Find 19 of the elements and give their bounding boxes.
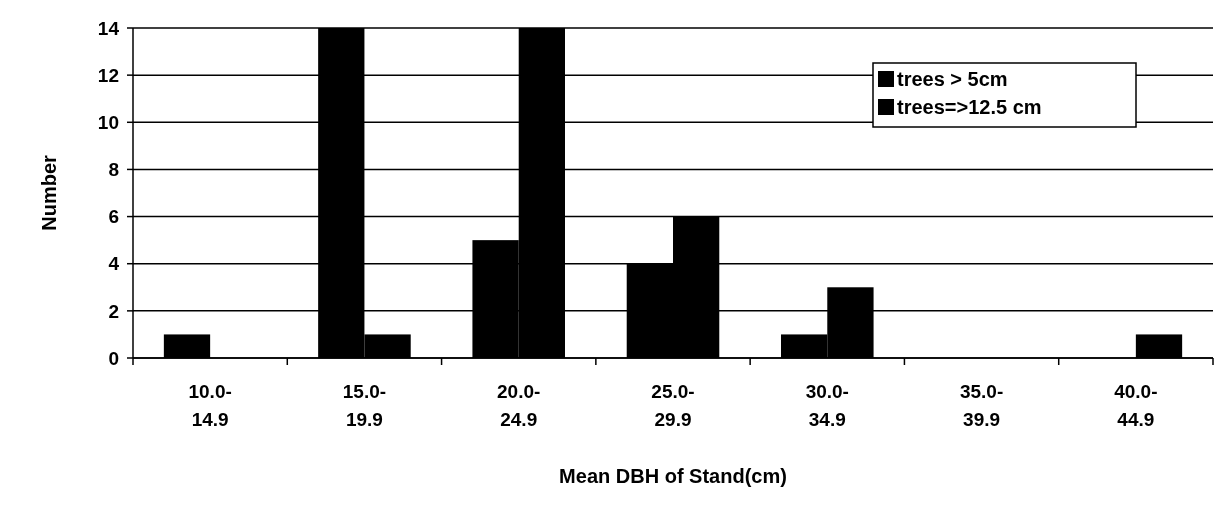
x-tick-label: 20.0- 24.9: [497, 381, 541, 430]
x-tick-label: 15.0- 19.9: [342, 381, 387, 430]
x-tick-label: 10.0- 14.9: [188, 381, 232, 430]
x-tick-label: 25.0- 29.9: [651, 381, 695, 430]
y-tick-label: 14: [97, 17, 120, 39]
legend-label: trees=>12.5 cm: [897, 96, 1042, 118]
y-tick-label: 12: [97, 64, 119, 86]
y-tick-label: 0: [108, 347, 119, 369]
x-tick-label: 35.0- 39.9: [959, 381, 1004, 430]
y-tick-label: 6: [108, 206, 119, 228]
y-tick-label: 8: [108, 159, 119, 181]
x-tick-label: 40.0- 44.9: [1114, 381, 1158, 430]
y-axis-title: Number: [38, 155, 60, 231]
y-tick-label: 2: [108, 300, 119, 322]
y-tick-label: 10: [97, 111, 119, 133]
x-tick-label: 30.0- 34.9: [805, 381, 849, 430]
x-axis-title: Mean DBH of Stand(cm): [559, 465, 787, 487]
y-tick-label: 4: [108, 253, 120, 275]
legend-label: trees > 5cm: [897, 68, 1008, 90]
